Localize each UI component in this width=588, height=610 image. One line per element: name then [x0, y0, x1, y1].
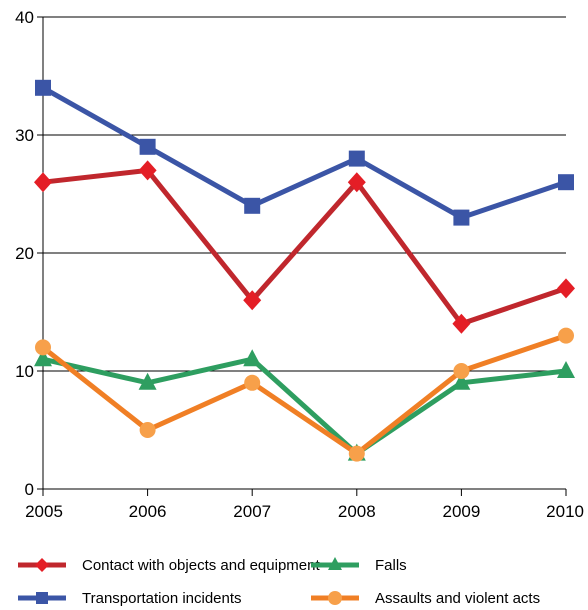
- point-transportation-incidents-2009: [453, 209, 470, 226]
- x-tick-label-2009: 2009: [442, 502, 480, 521]
- point-transportation-incidents-2010: [558, 174, 574, 191]
- point-contact-with-objects-and-equipment-2006: [138, 160, 157, 181]
- y-tick-label-20: 20: [15, 244, 34, 263]
- x-tick-label-2010: 2010: [546, 502, 584, 521]
- point-contact-with-objects-and-equipment-2005: [34, 172, 52, 193]
- x-tick-label-2008: 2008: [338, 502, 376, 521]
- series-line-assaults-and-violent-acts: [41, 333, 567, 457]
- y-tick-label-10: 10: [15, 362, 34, 381]
- point-assaults-and-violent-acts-2007: [244, 374, 261, 391]
- y-tick-label-0: 0: [25, 480, 34, 499]
- point-assaults-and-violent-acts-2009: [453, 363, 470, 379]
- point-falls-2006: [138, 372, 157, 390]
- point-transportation-incidents-2007: [244, 197, 261, 214]
- series-line-transportation-incidents: [41, 85, 567, 221]
- x-tick-label-2007: 2007: [233, 502, 271, 521]
- series-line-falls: [42, 356, 567, 457]
- point-assaults-and-violent-acts-2006: [139, 422, 156, 438]
- point-assaults-and-violent-acts-2010: [558, 327, 574, 344]
- x-tick-label-2005: 2005: [25, 502, 63, 521]
- point-contact-with-objects-and-equipment-2010: [557, 278, 575, 299]
- point-contact-with-objects-and-equipment-2009: [452, 313, 471, 334]
- point-contact-with-objects-and-equipment-2007: [243, 290, 262, 311]
- point-transportation-incidents-2005: [35, 79, 51, 96]
- point-assaults-and-violent-acts-2005: [35, 339, 51, 356]
- y-tick-label-30: 30: [15, 126, 34, 145]
- point-contact-with-objects-and-equipment-2008: [347, 172, 366, 193]
- point-falls-2010: [557, 361, 575, 378]
- series-line-contact-with-objects-and-equipment: [42, 167, 567, 327]
- point-assaults-and-violent-acts-2008: [348, 445, 365, 462]
- point-falls-2005: [34, 349, 52, 367]
- point-transportation-incidents-2008: [348, 150, 365, 167]
- point-transportation-incidents-2006: [139, 138, 156, 155]
- point-falls-2009: [452, 372, 471, 390]
- y-tick-label-40: 40: [15, 8, 34, 27]
- x-tick-label-2006: 2006: [129, 502, 167, 521]
- point-falls-2007: [243, 349, 262, 367]
